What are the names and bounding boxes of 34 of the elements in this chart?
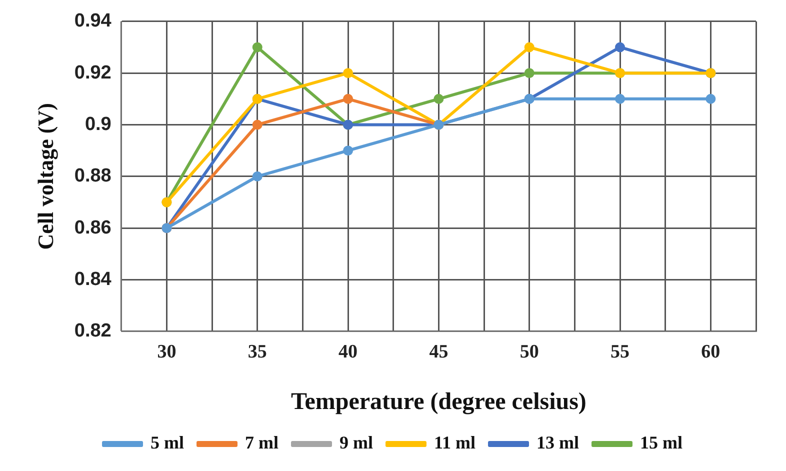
y-tick-label: 0.84 <box>74 268 112 290</box>
point <box>524 68 534 78</box>
x-tick-label: 50 <box>520 342 539 363</box>
y-tick-label: 0.82 <box>74 320 112 342</box>
point <box>615 94 626 104</box>
legend-label: 13 ml <box>536 432 579 453</box>
point <box>434 94 444 104</box>
x-tick-label: 30 <box>157 342 176 363</box>
legend-label: 15 ml <box>640 432 682 453</box>
point <box>343 68 354 78</box>
legend-label: 11 ml <box>434 432 476 453</box>
point <box>252 120 262 130</box>
y-tick-label: 0.92 <box>74 62 112 84</box>
legend-label: 7 ml <box>245 432 279 453</box>
legend-label: 9 ml <box>340 432 373 453</box>
point <box>343 146 354 156</box>
y-tick-label: 0.86 <box>74 217 112 238</box>
x-tick-label: 60 <box>701 342 720 363</box>
y-axis-title: Cell voltage (V) <box>32 103 58 250</box>
x-tick-label: 40 <box>338 342 358 363</box>
y-tick-label: 0.88 <box>74 166 112 187</box>
point <box>252 171 262 182</box>
y-tick-label: 0.94 <box>74 10 112 32</box>
x-tick-label: 55 <box>610 342 630 363</box>
x-tick-label: 45 <box>429 342 448 363</box>
legend-label: 5 ml <box>150 432 184 453</box>
x-tick-label: 35 <box>248 342 267 363</box>
point <box>615 42 626 52</box>
y-tick-label: 0.9 <box>84 114 112 135</box>
x-axis-title: Temperature (degree celsius) <box>290 388 586 415</box>
point <box>343 94 354 104</box>
point <box>252 42 262 52</box>
point <box>706 94 716 104</box>
point <box>524 42 534 52</box>
